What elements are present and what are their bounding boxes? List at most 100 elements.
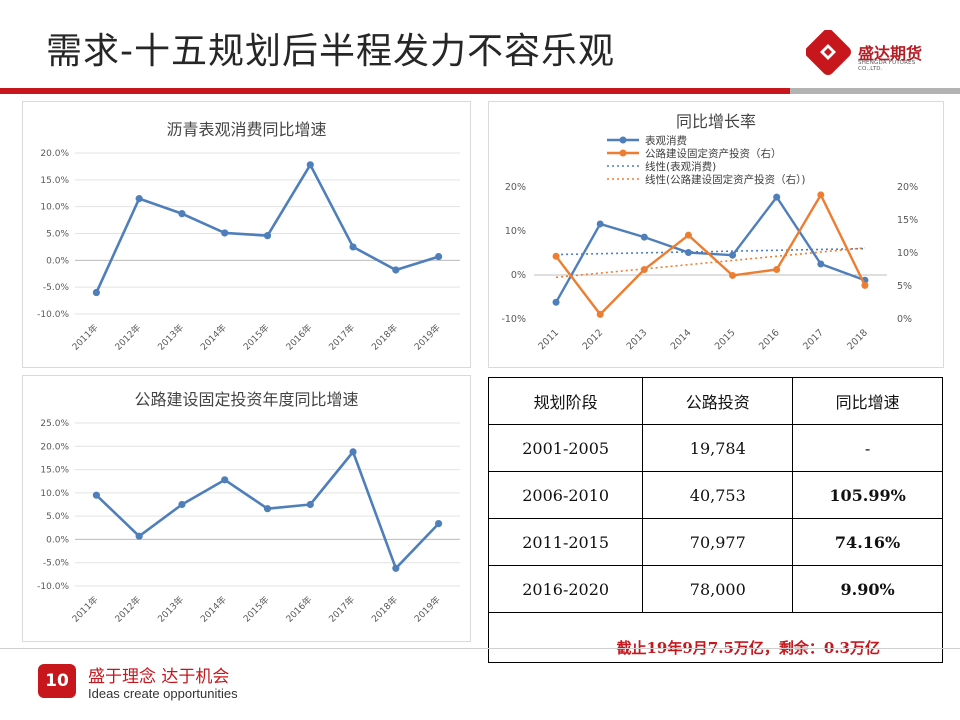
data-point-consumption	[596, 220, 604, 228]
left-y-tick-label: -10%	[501, 314, 526, 325]
table-cell: 2016-2020	[487, 565, 644, 613]
chart-panel-consumption: 沥青表观消费同比增速 20.0% 15.0% 10.0% 5.0% 0.0% -5.0% -…	[22, 101, 471, 368]
table-note-row: 截止19年9月7.5万亿，剩余：0.3万亿	[488, 612, 943, 663]
x-tick-label: 2011	[536, 327, 561, 352]
data-point-investment	[552, 252, 560, 260]
logo-mark-icon	[805, 29, 851, 75]
x-tick-label: 2012年	[112, 594, 143, 625]
x-tick-label: 2016年	[283, 594, 314, 625]
data-point	[135, 195, 143, 203]
data-point-consumption	[684, 249, 692, 257]
x-tick-label: 2019年	[412, 594, 443, 625]
data-point	[349, 243, 357, 251]
y-tick-label: 15.0%	[40, 176, 69, 186]
x-tick-label: 2017	[801, 327, 826, 352]
table-row: 2006-2010 40,753 105.99%	[487, 471, 943, 519]
data-point-investment	[684, 231, 692, 239]
data-point	[392, 266, 400, 274]
data-point-consumption	[552, 298, 560, 306]
chart-title: 沥青表观消费同比增速	[166, 120, 327, 139]
data-point	[221, 476, 229, 484]
data-point	[349, 448, 357, 456]
data-point-investment	[640, 266, 648, 273]
table-cell: -	[792, 424, 943, 472]
legend-entry: 表观消费	[645, 134, 687, 147]
y-tick-label: 10.0%	[40, 203, 69, 213]
x-tick-label: 2014年	[198, 322, 229, 353]
y-tick-label: 25.0%	[40, 419, 69, 429]
legend-entry: 线性(表观消费)	[645, 160, 716, 173]
logo-sub-text: SHENGDA FUTURES CO.,LTD.	[858, 60, 916, 72]
data-point-investment	[596, 310, 604, 318]
series-line-investment	[555, 192, 867, 317]
slogan-chinese: 盛于理念 达于机会	[88, 667, 230, 687]
x-tick-label: 2018年	[369, 594, 400, 625]
chart-consumption: 20.0% 15.0% 10.0% 5.0% 0.0% -5.0% -10.0%2011年 2…	[37, 149, 460, 353]
data-point	[435, 252, 443, 261]
series-line	[95, 163, 440, 294]
table-row: 2011-2015 70,977 74.16%	[487, 518, 943, 566]
page-number: 10	[38, 664, 76, 698]
y-tick-label: -5.0%	[43, 283, 70, 293]
left-y-tick-label: 0%	[511, 270, 526, 281]
table-row: 2001-2005 19,784 -	[487, 424, 943, 472]
y-tick-label: 10.0%	[40, 489, 69, 499]
slogan-english: Ideas create opportunities	[88, 686, 238, 701]
data-point-consumption	[729, 251, 737, 259]
y-tick-label: 5.0%	[46, 512, 69, 522]
x-tick-label: 2013年	[155, 322, 186, 353]
data-point-investment	[729, 271, 737, 279]
x-tick-label: 2017年	[326, 594, 357, 625]
table-header-cell: 公路投资	[642, 377, 794, 425]
y-tick-label: 15.0%	[40, 466, 69, 476]
data-point-investment	[861, 281, 869, 289]
y-tick-label: 5.0%	[46, 230, 69, 240]
left-y-tick-label: 10%	[505, 226, 526, 237]
chart-panel-growth: 同比增长率 20% 10% 0% -10% 20% 15% 10% 5% 0% 2011 2012 2…	[488, 101, 944, 368]
x-tick-label: 2015	[713, 327, 738, 352]
table-note: 截止19年9月7.5万亿，剩余：0.3万亿	[488, 612, 943, 663]
y-tick-label: -5.0%	[43, 559, 70, 569]
right-y-tick-label: 10%	[897, 248, 918, 259]
data-point	[306, 500, 314, 509]
data-point	[435, 519, 443, 528]
x-tick-label: 2012	[580, 327, 605, 352]
y-tick-label: 20.0%	[40, 442, 69, 452]
data-point-consumption	[817, 260, 825, 268]
x-tick-label: 2018年	[369, 322, 400, 353]
right-y-tick-label: 20%	[897, 182, 918, 193]
x-tick-label: 2014年	[198, 594, 229, 625]
chart-growth: 20% 10% 0% -10% 20% 15% 10% 5% 0% 2011 2012 2013 201…	[501, 134, 918, 352]
header-rule-gray	[790, 88, 960, 94]
table-cell: 70,977	[642, 518, 794, 566]
data-point-investment	[817, 191, 825, 199]
chart-title: 公路建设固定投资年度同比增速	[134, 390, 359, 409]
data-point-consumption	[640, 233, 648, 241]
x-tick-label: 2015年	[241, 594, 272, 625]
x-tick-label: 2011年	[69, 594, 100, 625]
table-cell: 74.16%	[792, 518, 943, 566]
y-tick-label: 20.0%	[40, 149, 69, 159]
x-tick-label: 2011年	[69, 322, 100, 353]
data-point	[263, 505, 272, 513]
data-point	[92, 491, 100, 499]
chart-investment: 25.0%20.0%15.0%10.0%5.0%0.0%-5.0%-10.0%2…	[37, 419, 460, 625]
y-tick-label: -10.0%	[37, 310, 69, 320]
data-point	[392, 564, 400, 572]
logo-brand-text: 盛达期货	[858, 44, 923, 63]
data-point	[221, 229, 229, 237]
x-tick-label: 2013	[625, 327, 650, 352]
table-cell: 40,753	[642, 471, 794, 519]
data-point	[263, 232, 272, 240]
data-point	[178, 500, 186, 509]
legend-entry: 线性(公路建设固定资产投资（右）)	[645, 173, 805, 186]
x-tick-label: 2016年	[283, 322, 314, 353]
table-cell: 19,784	[642, 424, 794, 472]
series-line-consumption	[555, 195, 866, 303]
table-cell: 2001-2005	[487, 424, 644, 472]
data-point	[178, 210, 186, 218]
y-tick-label: 0.0%	[46, 535, 69, 545]
data-point	[135, 532, 143, 540]
table-cell: 2011-2015	[487, 518, 644, 566]
footer-divider	[0, 648, 960, 649]
